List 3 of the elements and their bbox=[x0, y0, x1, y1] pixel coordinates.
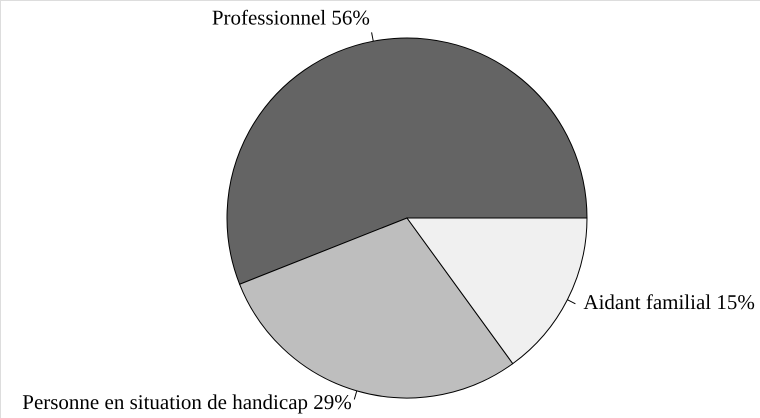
slice-label: Aidant familial 15% bbox=[583, 290, 755, 314]
slice-label: Personne en situation de handicap 29% bbox=[22, 390, 352, 414]
slice-label: Professionnel 56% bbox=[212, 6, 370, 30]
